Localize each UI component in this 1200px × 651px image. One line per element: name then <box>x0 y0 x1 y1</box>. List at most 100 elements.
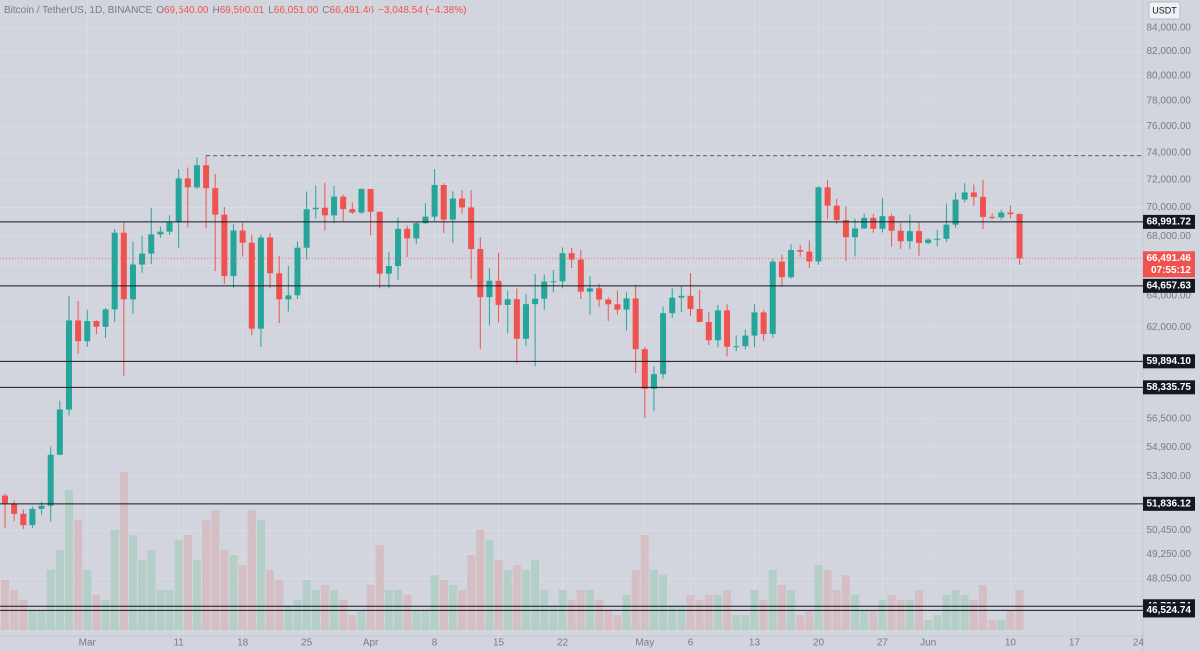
volume-bar <box>777 585 786 630</box>
y-tick-label: 48,050.00 <box>1147 573 1192 584</box>
candle-body <box>340 196 347 210</box>
volume-bar <box>192 560 201 630</box>
candle-body <box>175 178 182 223</box>
x-tick-label: 11 <box>173 638 184 649</box>
volume-bar <box>275 580 284 630</box>
volume-bar <box>293 600 302 630</box>
candle-body <box>788 250 795 278</box>
volume-bar <box>375 545 384 630</box>
candle-body <box>404 228 411 239</box>
volume-bar <box>467 555 476 630</box>
volume-bar <box>128 535 137 630</box>
candle-body <box>56 409 63 455</box>
volume-bar <box>476 530 485 630</box>
volume-bar <box>960 595 969 630</box>
candle-body <box>312 207 319 210</box>
ohlc-value: 69,540.00 <box>164 5 209 16</box>
volume-bar <box>439 580 448 630</box>
volume-bar <box>430 575 439 630</box>
candle-body <box>842 220 849 238</box>
volume-bar <box>46 570 55 630</box>
ohlc-key: O <box>156 5 164 16</box>
candle-body <box>751 312 758 336</box>
volume-bar <box>796 615 805 630</box>
candle-body <box>477 249 484 298</box>
candle-body <box>696 308 703 323</box>
volume-bar <box>266 570 275 630</box>
volume-bar <box>823 570 832 630</box>
volume-bar <box>732 615 741 630</box>
countdown: 07:55:12 <box>1151 265 1191 276</box>
candle-body <box>422 216 429 224</box>
volume-bar <box>595 600 604 630</box>
candle-body <box>221 214 228 277</box>
y-tick-label: 56,500.00 <box>1147 413 1192 424</box>
volume-bar <box>421 610 430 630</box>
candle-body <box>724 310 731 347</box>
candle-body <box>139 253 146 265</box>
candle-body <box>961 192 968 200</box>
volume-bar <box>448 585 457 630</box>
y-tick-label: 78,000.00 <box>1147 96 1192 107</box>
candle-body <box>733 346 740 348</box>
y-tick-label: 54,900.00 <box>1147 442 1192 453</box>
candle-body <box>440 185 447 220</box>
candle-body <box>20 513 27 526</box>
volume-bar <box>1 580 9 630</box>
candle-body <box>486 280 493 298</box>
candle-body <box>833 205 840 221</box>
candle-body <box>824 187 831 206</box>
candle-body <box>952 199 959 225</box>
currency-button[interactable] <box>1148 1 1181 20</box>
volume-bar <box>521 570 530 630</box>
candle-body <box>148 234 155 254</box>
candle-body <box>267 237 274 274</box>
volume-bar <box>512 565 521 630</box>
volume-bar <box>713 595 722 630</box>
candle-body <box>459 198 465 208</box>
candle-body <box>75 320 82 342</box>
candle-body <box>184 178 191 188</box>
candle-body <box>541 281 548 299</box>
last-price-label: 66,491.46 <box>1147 253 1192 264</box>
volume-bar <box>531 560 540 630</box>
candle-body <box>239 230 246 243</box>
candle-body <box>906 231 913 242</box>
candle-body <box>203 165 210 189</box>
volume-bar <box>677 605 686 630</box>
volume-bar <box>567 600 576 630</box>
candle-body <box>331 196 338 216</box>
volume-bar <box>202 520 211 630</box>
volume-bar <box>640 535 649 630</box>
volume-bar <box>924 620 933 630</box>
candle-body <box>303 209 310 248</box>
volume-bar <box>887 595 896 630</box>
volume-bar <box>841 575 850 630</box>
volume-bar <box>503 570 512 630</box>
candle-body <box>84 321 91 342</box>
level-label-box <box>1143 603 1195 618</box>
candle-body <box>998 212 1005 218</box>
currency[interactable]: USDT <box>1152 5 1177 15</box>
candle-body <box>605 299 612 305</box>
change: −3,048.54 (−4.38%) <box>378 5 466 16</box>
volume-bar <box>997 620 1006 630</box>
level-label: 46,524.74 <box>1147 605 1192 616</box>
volume-bar <box>631 570 640 630</box>
candle-body <box>495 280 502 305</box>
level-label: 59,894.10 <box>1147 356 1192 367</box>
x-tick-label: 24 <box>1133 638 1145 649</box>
candle-body <box>650 374 657 389</box>
candle-body <box>769 261 776 334</box>
volume-bar <box>686 595 695 630</box>
candle-body <box>532 298 539 305</box>
candle-body <box>102 309 109 327</box>
level-label-box <box>1143 354 1195 369</box>
ohlc-value: 66,051.00 <box>274 5 319 16</box>
volume-bar <box>28 610 37 630</box>
level-label: 51,836.12 <box>1147 498 1192 509</box>
volume-bar <box>320 585 329 630</box>
level-label-box <box>1143 278 1195 293</box>
y-tick-label: 50,450.00 <box>1147 525 1192 536</box>
